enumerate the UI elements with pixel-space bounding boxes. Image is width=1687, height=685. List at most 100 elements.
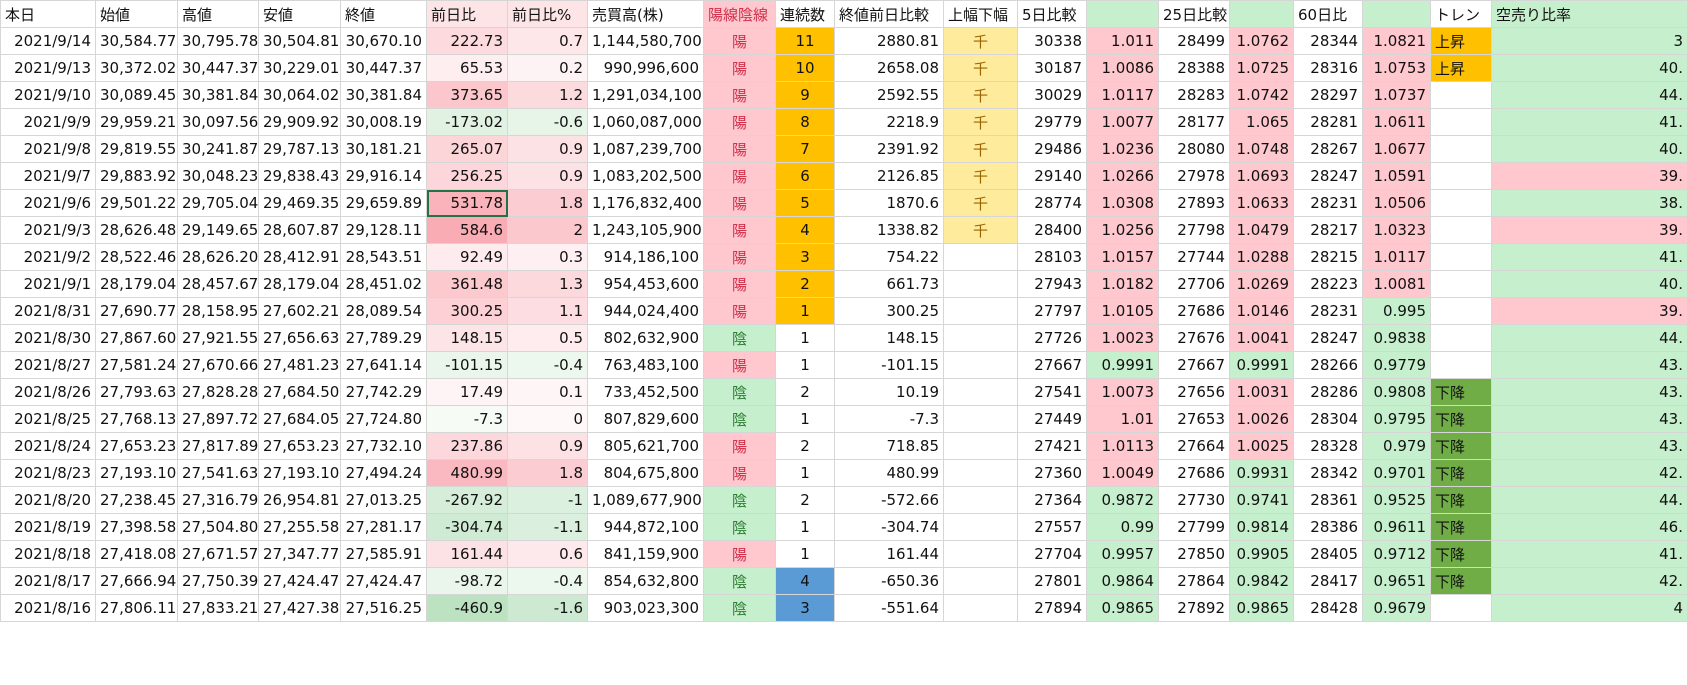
column-header[interactable]: 上幅下幅 <box>943 0 1018 28</box>
cell[interactable]: 1.01 <box>1086 405 1159 433</box>
cell[interactable]: 下降 <box>1430 378 1492 406</box>
cell[interactable]: 27850 <box>1158 540 1230 568</box>
cell[interactable]: 43. <box>1491 351 1687 379</box>
cell[interactable]: 1.0308 <box>1086 189 1159 217</box>
cell[interactable]: -101.15 <box>834 351 944 379</box>
cell[interactable]: 千 <box>943 189 1018 217</box>
cell[interactable]: 1.0266 <box>1086 162 1159 190</box>
cell[interactable]: 27,418.08 <box>95 540 178 568</box>
cell[interactable]: 1.0725 <box>1229 54 1294 82</box>
cell[interactable]: 29,787.13 <box>258 135 341 163</box>
cell[interactable]: 陽 <box>703 81 776 109</box>
cell[interactable]: 2021/8/18 <box>0 540 96 568</box>
cell[interactable]: -0.6 <box>507 108 588 136</box>
cell[interactable]: 下降 <box>1430 432 1492 460</box>
cell[interactable]: 1.065 <box>1229 108 1294 136</box>
cell[interactable]: 2021/9/1 <box>0 270 96 298</box>
cell[interactable]: 27,602.21 <box>258 297 341 325</box>
cell[interactable]: 2021/8/31 <box>0 297 96 325</box>
cell[interactable]: 1.0737 <box>1362 81 1431 109</box>
cell[interactable]: 0.7 <box>507 27 588 55</box>
cell[interactable]: 0.9712 <box>1362 540 1431 568</box>
cell[interactable]: 30,504.81 <box>258 27 341 55</box>
cell[interactable]: 2021/8/23 <box>0 459 96 487</box>
cell[interactable]: 27541 <box>1017 378 1087 406</box>
cell[interactable]: 1,291,034,100 <box>587 81 704 109</box>
cell[interactable]: 27,666.94 <box>95 567 178 595</box>
cell[interactable]: 27801 <box>1017 567 1087 595</box>
cell[interactable]: 1 <box>775 540 835 568</box>
cell[interactable]: 陽 <box>703 297 776 325</box>
cell[interactable]: 30,447.37 <box>177 54 259 82</box>
cell[interactable]: 28,607.87 <box>258 216 341 244</box>
cell[interactable]: 1.3 <box>507 270 588 298</box>
cell[interactable]: 27686 <box>1158 459 1230 487</box>
cell[interactable]: 1.0086 <box>1086 54 1159 82</box>
cell[interactable]: 2021/9/2 <box>0 243 96 271</box>
cell[interactable]: 763,483,100 <box>587 351 704 379</box>
cell[interactable] <box>1430 216 1492 244</box>
cell[interactable]: -0.4 <box>507 567 588 595</box>
cell[interactable]: 29,909.92 <box>258 108 341 136</box>
cell[interactable]: 27978 <box>1158 162 1230 190</box>
cell[interactable]: 28,179.04 <box>258 270 341 298</box>
cell[interactable]: 39. <box>1491 297 1687 325</box>
cell[interactable]: 27,656.63 <box>258 324 341 352</box>
cell[interactable]: 27,789.29 <box>340 324 427 352</box>
cell[interactable]: 29,469.35 <box>258 189 341 217</box>
cell[interactable] <box>943 378 1018 406</box>
cell[interactable]: -7.3 <box>426 405 508 433</box>
cell[interactable]: 2021/8/17 <box>0 567 96 595</box>
cell[interactable]: 1338.82 <box>834 216 944 244</box>
cell[interactable]: 陽 <box>703 27 776 55</box>
cell[interactable]: 28080 <box>1158 135 1230 163</box>
cell[interactable]: 1.0611 <box>1362 108 1431 136</box>
cell[interactable]: 下降 <box>1430 567 1492 595</box>
cell[interactable]: 28774 <box>1017 189 1087 217</box>
cell[interactable]: 2021/9/14 <box>0 27 96 55</box>
cell[interactable]: 28,089.54 <box>340 297 427 325</box>
cell[interactable]: 161.44 <box>834 540 944 568</box>
cell[interactable]: 陽 <box>703 216 776 244</box>
cell[interactable]: 1.1 <box>507 297 588 325</box>
cell[interactable]: 29486 <box>1017 135 1087 163</box>
cell[interactable]: 27,193.10 <box>95 459 178 487</box>
cell[interactable]: 1.0323 <box>1362 216 1431 244</box>
cell[interactable]: 373.65 <box>426 81 508 109</box>
cell[interactable]: 1 <box>775 513 835 541</box>
column-header[interactable] <box>1362 0 1431 28</box>
cell[interactable]: 2 <box>775 432 835 460</box>
cell[interactable]: 27,690.77 <box>95 297 178 325</box>
cell[interactable]: 1,089,677,900 <box>587 486 704 514</box>
cell[interactable]: 30,008.19 <box>340 108 427 136</box>
cell[interactable]: 3 <box>1491 27 1687 55</box>
cell[interactable]: 718.85 <box>834 432 944 460</box>
cell[interactable]: 27892 <box>1158 594 1230 622</box>
cell[interactable]: 27,481.23 <box>258 351 341 379</box>
cell[interactable]: 361.48 <box>426 270 508 298</box>
cell[interactable]: 0.9872 <box>1086 486 1159 514</box>
cell[interactable]: 42. <box>1491 459 1687 487</box>
cell[interactable]: 27,921.55 <box>177 324 259 352</box>
cell[interactable]: 28417 <box>1293 567 1363 595</box>
cell[interactable]: 1,144,580,700 <box>587 27 704 55</box>
cell[interactable]: 0.9 <box>507 162 588 190</box>
cell[interactable]: 28,522.46 <box>95 243 178 271</box>
cell[interactable]: 千 <box>943 135 1018 163</box>
cell[interactable]: 0.9905 <box>1229 540 1294 568</box>
cell[interactable]: 下降 <box>1430 513 1492 541</box>
cell[interactable]: 27,806.11 <box>95 594 178 622</box>
cell[interactable]: 30,064.02 <box>258 81 341 109</box>
cell[interactable]: 39. <box>1491 162 1687 190</box>
cell[interactable]: 40. <box>1491 135 1687 163</box>
cell[interactable]: 0.9957 <box>1086 540 1159 568</box>
cell[interactable]: 30,584.77 <box>95 27 178 55</box>
cell[interactable]: 30187 <box>1017 54 1087 82</box>
cell[interactable]: 28304 <box>1293 405 1363 433</box>
cell[interactable]: 28177 <box>1158 108 1230 136</box>
cell[interactable]: 1,243,105,900 <box>587 216 704 244</box>
cell[interactable]: 1.011 <box>1086 27 1159 55</box>
cell[interactable]: 3 <box>775 594 835 622</box>
cell[interactable]: 30,381.84 <box>177 81 259 109</box>
cell[interactable] <box>943 432 1018 460</box>
